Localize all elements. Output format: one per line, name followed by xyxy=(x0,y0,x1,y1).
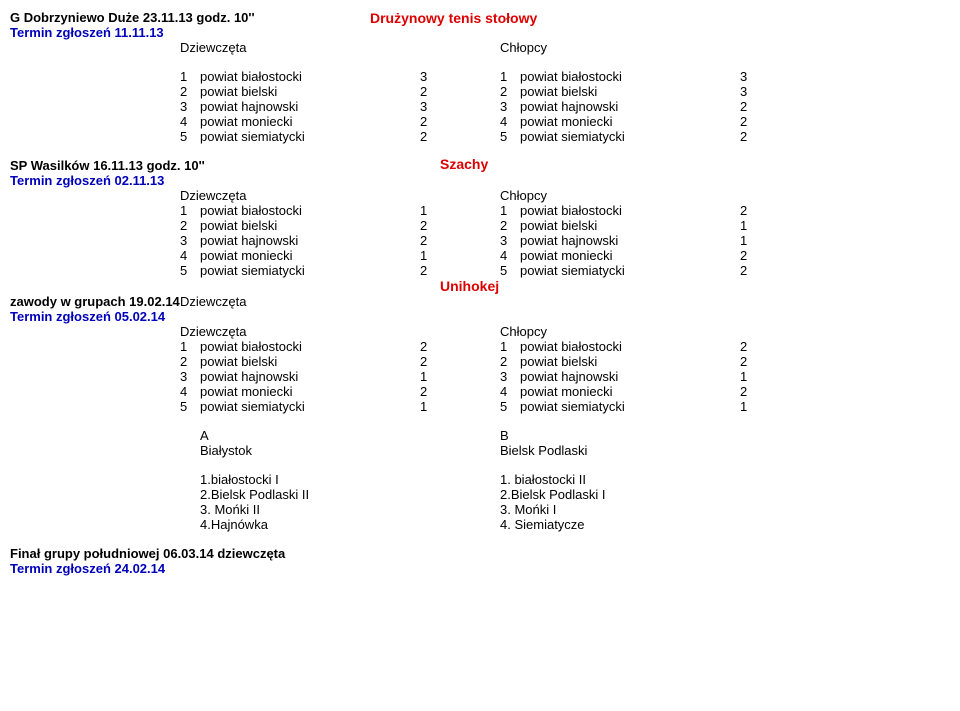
list-item: 3. Mońki II xyxy=(200,502,500,517)
list-item: 2.Bielsk Podlaski II xyxy=(200,487,500,502)
table-2: 1powiat białostocki1 2powiat bielski2 3p… xyxy=(10,203,950,278)
table-row: 5powiat siemiatycki1 xyxy=(180,399,440,414)
table-row: 2powiat bielski3 xyxy=(500,84,760,99)
table-1: 1powiat białostocki3 2powiat bielski2 3p… xyxy=(10,69,950,144)
table-row: 1powiat białostocki2 xyxy=(180,339,440,354)
group-a-city: Białystok xyxy=(200,443,500,458)
table-row: 4powiat moniecki2 xyxy=(500,248,760,263)
groups-extra-right: Dziewczęta xyxy=(180,294,246,309)
table-row: 4powiat moniecki2 xyxy=(500,114,760,129)
list-item: 1.białostocki I xyxy=(200,472,500,487)
table-row: 4powiat moniecki2 xyxy=(180,114,440,129)
group-a-label: A xyxy=(200,428,500,443)
list-item: 4. Siemiatycze xyxy=(500,517,606,532)
table-row: 3powiat hajnowski3 xyxy=(180,99,440,114)
girls-label-3: Dziewczęta xyxy=(180,324,440,339)
group-headers: A Białystok B Bielsk Podlaski xyxy=(10,428,950,458)
table-row: 4powiat moniecki2 xyxy=(180,384,440,399)
title-1: Drużynowy tenis stołowy xyxy=(370,10,537,40)
venue-1: G Dobrzyniewo Duże 23.11.13 godz. 10'' xyxy=(10,10,370,25)
group-b-label: B xyxy=(500,428,587,443)
table-row: 3powiat hajnowski1 xyxy=(500,369,760,384)
table-row: 3powiat hajnowski1 xyxy=(180,369,440,384)
table-row: 5powiat siemiatycki2 xyxy=(180,129,440,144)
group-b-city: Bielsk Podlaski xyxy=(500,443,587,458)
group-lists: 1.białostocki I 2.Bielsk Podlaski II 3. … xyxy=(10,472,950,532)
table-row: 1powiat białostocki2 xyxy=(500,339,760,354)
title-3: Unihokej xyxy=(440,278,499,294)
table-row: 4powiat moniecki2 xyxy=(500,384,760,399)
footer-final: Finał grupy południowej 06.03.14 dziewcz… xyxy=(10,546,950,561)
table-row: 5powiat siemiatycki2 xyxy=(500,263,760,278)
groups-extra-left: zawody w grupach 19.02.14 xyxy=(10,294,180,309)
boys-label-3: Chłopcy xyxy=(500,324,547,339)
table-row: 2powiat bielski2 xyxy=(180,354,440,369)
table-row: 1powiat białostocki2 xyxy=(500,203,760,218)
table-row: 1powiat białostocki3 xyxy=(180,69,440,84)
table-row: 4powiat moniecki1 xyxy=(180,248,440,263)
table-row: 2powiat bielski2 xyxy=(180,218,440,233)
deadline-3: Termin zgłoszeń 05.02.14 xyxy=(10,309,950,324)
girls-label-1: Dziewczęta xyxy=(180,40,440,55)
girls-label-2: Dziewczęta xyxy=(180,188,440,203)
footer-deadline: Termin zgłoszeń 24.02.14 xyxy=(10,561,950,576)
table-row: 3powiat hajnowski2 xyxy=(500,99,760,114)
title-2: Szachy xyxy=(440,156,488,173)
list-item: 3. Mońki I xyxy=(500,502,606,517)
table-row: 3powiat hajnowski1 xyxy=(500,233,760,248)
deadline-2: Termin zgłoszeń 02.11.13 xyxy=(10,173,950,188)
table-row: 5powiat siemiatycki1 xyxy=(500,399,760,414)
table-row: 1powiat białostocki3 xyxy=(500,69,760,84)
table-row: 3powiat hajnowski2 xyxy=(180,233,440,248)
table-row: 5powiat siemiatycki2 xyxy=(180,263,440,278)
venue-2: SP Wasilków 16.11.13 godz. 10'' xyxy=(10,158,440,173)
list-item: 2.Bielsk Podlaski I xyxy=(500,487,606,502)
table-row: 2powiat bielski2 xyxy=(500,354,760,369)
list-item: 1. białostocki II xyxy=(500,472,606,487)
table-row: 5powiat siemiatycki2 xyxy=(500,129,760,144)
deadline-1: Termin zgłoszeń 11.11.13 xyxy=(10,25,370,40)
boys-label-2: Chłopcy xyxy=(500,188,547,203)
table-row: 2powiat bielski1 xyxy=(500,218,760,233)
table-3: 1powiat białostocki2 2powiat bielski2 3p… xyxy=(10,339,950,414)
table-row: 1powiat białostocki1 xyxy=(180,203,440,218)
list-item: 4.Hajnówka xyxy=(200,517,500,532)
table-row: 2powiat bielski2 xyxy=(180,84,440,99)
boys-label-1: Chłopcy xyxy=(500,40,547,55)
